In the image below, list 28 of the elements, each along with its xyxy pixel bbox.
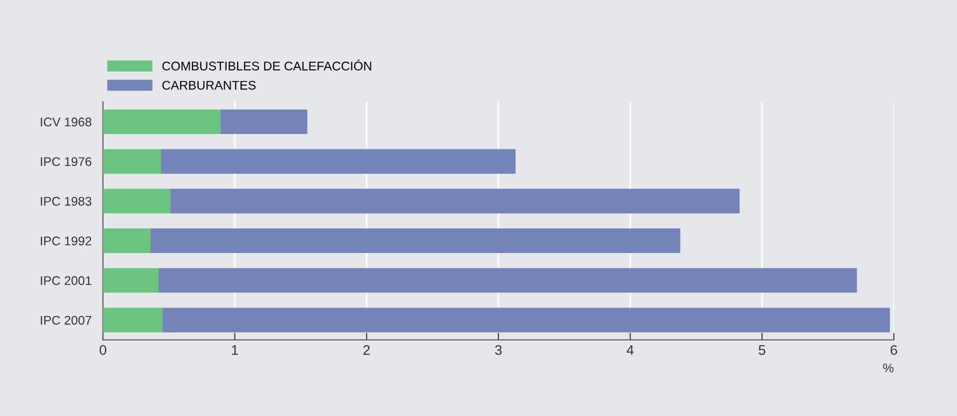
y-tick-label: IPC 2007 xyxy=(40,316,92,325)
x-axis-title: % xyxy=(883,364,894,372)
x-tick-label: 0 xyxy=(100,345,106,355)
x-tick-label: 6 xyxy=(890,345,898,355)
x-tick-label: 1 xyxy=(232,345,238,355)
bar xyxy=(102,109,220,134)
bar xyxy=(158,268,857,293)
y-tick-label: IPC 2001 xyxy=(40,276,92,286)
bar xyxy=(162,308,890,332)
bar xyxy=(170,188,740,214)
bar xyxy=(220,109,308,134)
x-tick-label: 2 xyxy=(363,345,370,355)
x-tick-label: 5 xyxy=(758,345,766,355)
bar xyxy=(150,228,680,254)
y-tick-label: IPC 1976 xyxy=(40,157,92,166)
bar xyxy=(102,308,162,332)
bar xyxy=(102,149,161,174)
bar xyxy=(102,188,170,214)
x-tick-label: 3 xyxy=(495,345,502,355)
bar xyxy=(102,228,150,254)
bar xyxy=(102,268,158,293)
x-tick-label: 4 xyxy=(626,345,634,355)
legend-label: COMBUSTIBLES DE CALEFACCIÓN xyxy=(162,60,372,70)
y-tick-label: IPC 1983 xyxy=(40,196,92,206)
y-tick-label: ICV 1968 xyxy=(40,118,92,126)
bar xyxy=(160,149,516,174)
y-tick-label: IPC 1992 xyxy=(40,236,92,246)
legend-label: CARBURANTES xyxy=(162,80,256,90)
